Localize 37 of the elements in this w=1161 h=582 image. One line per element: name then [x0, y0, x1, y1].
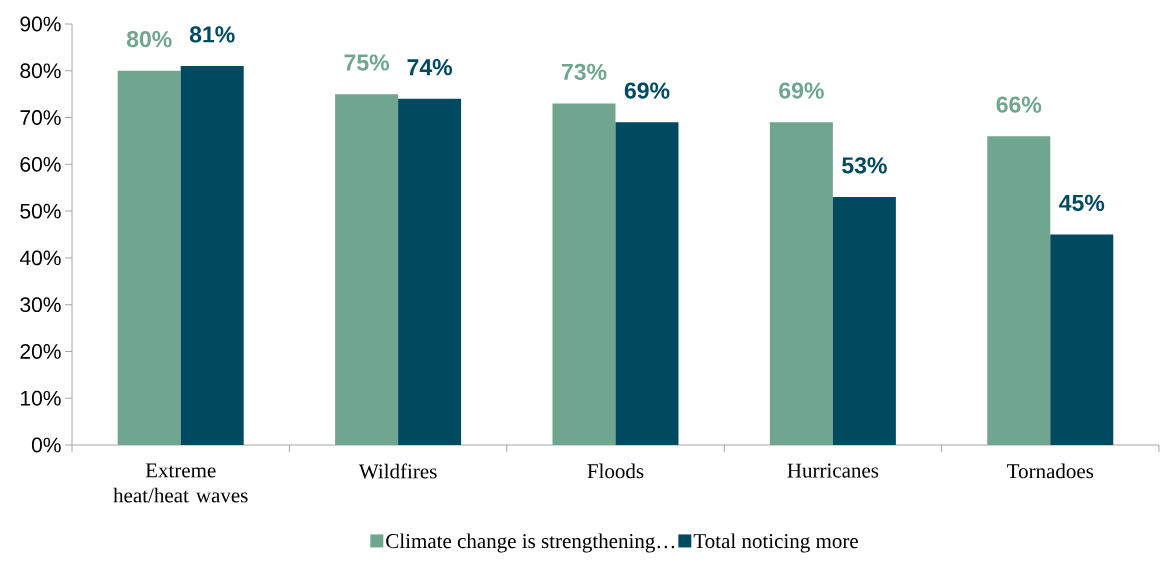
bar — [335, 94, 399, 445]
data-label: 69% — [779, 82, 824, 99]
bar — [769, 122, 833, 445]
bar — [552, 103, 616, 445]
y-tick-label: 10% — [21, 390, 61, 406]
y-tick-label: 50% — [20, 203, 61, 219]
data-label: 69% — [624, 82, 670, 99]
x-tick-label: Hurricanes — [787, 463, 879, 478]
bar — [1050, 234, 1114, 445]
data-label: 66% — [996, 96, 1042, 113]
y-tick-label: 40% — [19, 250, 61, 266]
legend-label: Total noticing more — [693, 533, 858, 553]
y-tick-label: 90% — [20, 16, 61, 32]
y-tick-label: 0% — [31, 437, 61, 453]
bar — [987, 136, 1051, 445]
bar — [117, 70, 181, 445]
bar — [398, 98, 462, 445]
legend-label: Climate change is strengthening… — [386, 533, 675, 553]
x-tick-label: Floods — [587, 463, 644, 479]
data-label: 75% — [344, 54, 390, 71]
y-tick-label: 70% — [20, 110, 61, 125]
y-tick-label: 30% — [20, 297, 61, 313]
data-label: 53% — [842, 157, 887, 174]
bar — [615, 122, 679, 445]
x-tick-label: Tornadoes — [1007, 463, 1094, 479]
data-label: 80% — [126, 30, 172, 48]
y-tick-label: 20% — [20, 344, 61, 359]
data-label: 81% — [189, 26, 235, 43]
data-label: 74% — [407, 59, 453, 76]
x-tick-label: Wildfires — [358, 463, 437, 479]
data-label: 45% — [1059, 194, 1105, 211]
data-label: 73% — [561, 63, 607, 80]
y-tick-label: 80% — [20, 63, 61, 79]
y-tick-label: 60% — [20, 156, 61, 172]
x-tick-label: Extreme heat/heat waves — [113, 463, 248, 503]
bar — [180, 66, 244, 445]
bar — [832, 197, 896, 445]
